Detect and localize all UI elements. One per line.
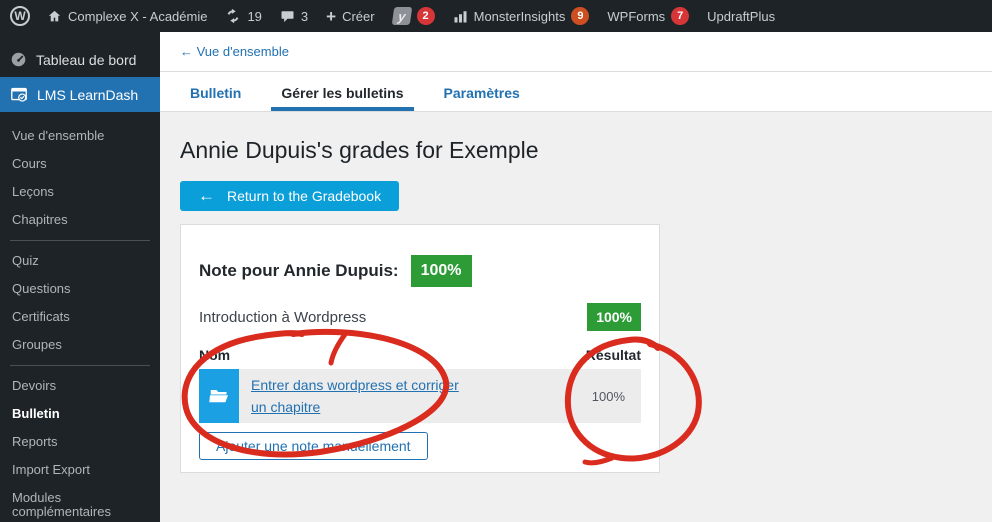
sidebar-item-lms-learndash[interactable]: LMS LearnDash [0, 77, 160, 112]
row-result-value: 100% [591, 388, 625, 404]
updraftplus-label: UpdraftPlus [707, 8, 776, 24]
overall-grade-row: Note pour Annie Dupuis: 100% [199, 255, 641, 287]
quiz-entry-link[interactable]: Entrer dans wordpress et corriger un cha… [251, 377, 459, 415]
result-column-header: Résultat [585, 347, 641, 363]
sidebar-item-groupes[interactable]: Groupes [12, 337, 62, 352]
bar-chart-icon [454, 10, 467, 22]
tab-bar: Bulletin Gérer les bulletins Paramètres [160, 72, 992, 112]
sidebar-item-certificats[interactable]: Certificats [12, 309, 70, 324]
monsterinsights-label: MonsterInsights [473, 8, 566, 24]
sidebar-item-bulletin[interactable]: Bulletin [12, 406, 60, 421]
learndash-icon [11, 87, 27, 102]
yoast-icon: y [391, 7, 412, 25]
tab-bulletin[interactable]: Bulletin [190, 85, 242, 101]
return-button-label: Return to the Gradebook [227, 187, 382, 204]
updates-menu[interactable]: 19 [216, 0, 270, 32]
plus-icon: + [326, 6, 337, 26]
main-area: ← Vue d'ensemble Bulletin Gérer les bull… [160, 32, 992, 522]
home-icon [48, 10, 61, 21]
wpforms-badge: 7 [671, 7, 690, 25]
comments-count: 3 [300, 8, 309, 24]
back-to-overview-link[interactable]: ← Vue d'ensemble [180, 44, 289, 59]
overview-back-bar: ← Vue d'ensemble [160, 32, 992, 72]
sidebar-item-label: Tableau de bord [36, 51, 137, 68]
left-arrow-icon: ← [198, 186, 215, 205]
sidebar-item-modules-complementaires[interactable]: Modules complémentaires [12, 490, 111, 519]
admin-sidebar: Tableau de bord LMS LearnDash Vue d'ense… [0, 32, 160, 522]
add-note-manually-button[interactable]: Ajouter une note manuellement [199, 432, 428, 460]
monsterinsights-badge: 9 [571, 7, 590, 25]
new-content-menu[interactable]: + Créer [317, 0, 383, 32]
content-area: Annie Dupuis's grades for Exemple ← Retu… [160, 112, 992, 498]
comment-icon [281, 10, 294, 22]
tab-parametres[interactable]: Paramètres [443, 85, 520, 101]
admin-bar: W Complexe X - Académie 19 3 + Créer y 2 [0, 0, 992, 32]
monsterinsights-menu[interactable]: MonsterInsights 9 [444, 0, 599, 32]
grade-label: Note pour Annie Dupuis: [199, 261, 399, 280]
updraftplus-menu[interactable]: UpdraftPlus [698, 0, 784, 32]
sidebar-item-devoirs[interactable]: Devoirs [12, 378, 57, 393]
sidebar-item-label: LMS LearnDash [37, 86, 139, 103]
course-grade-badge: 100% [587, 303, 641, 331]
overall-grade-badge: 100% [410, 255, 472, 287]
name-column-header: Nom [199, 347, 231, 363]
wpforms-label: WPForms [607, 8, 666, 24]
sidebar-item-lecons[interactable]: Leçons [12, 184, 54, 199]
sidebar-item-vue-densemble[interactable]: Vue d'ensemble [12, 128, 105, 143]
site-name-menu[interactable]: Complexe X - Académie [38, 0, 216, 32]
wpforms-menu[interactable]: WPForms 7 [598, 0, 698, 32]
sidebar-item-questions[interactable]: Questions [12, 281, 71, 296]
sidebar-item-chapitres[interactable]: Chapitres [12, 212, 68, 227]
course-name: Introduction à Wordpress [199, 308, 367, 326]
sidebar-item-cours[interactable]: Cours [12, 156, 47, 171]
dashboard-gauge-icon [11, 52, 26, 67]
sidebar-item-quiz[interactable]: Quiz [12, 253, 39, 268]
page-title: Annie Dupuis's grades for Exemple [180, 137, 539, 163]
table-row: Entrer dans wordpress et corriger un cha… [199, 369, 641, 423]
learndash-submenu: Vue d'ensemble Cours Leçons Chapitres Qu… [0, 112, 160, 522]
tab-gerer-les-bulletins[interactable]: Gérer les bulletins [271, 85, 414, 111]
sidebar-item-import-export[interactable]: Import Export [12, 462, 91, 477]
site-name-label: Complexe X - Académie [68, 8, 208, 24]
sidebar-item-reports[interactable]: Reports [12, 434, 58, 449]
yoast-menu[interactable]: y 2 [384, 0, 444, 32]
return-to-gradebook-button[interactable]: ← Return to the Gradebook [180, 181, 400, 211]
table-header-row: Nom Résultat [199, 347, 641, 363]
row-link-wrap: Entrer dans wordpress et corriger un cha… [239, 369, 551, 423]
sidebar-divider [10, 365, 150, 366]
updates-count: 19 [247, 8, 262, 24]
comments-menu[interactable]: 3 [271, 0, 317, 32]
yoast-notification-badge: 2 [416, 7, 435, 25]
course-row: Introduction à Wordpress 100% [199, 303, 641, 331]
gradebook-card: Note pour Annie Dupuis: 100% Introductio… [180, 224, 660, 473]
sidebar-item-dashboard[interactable]: Tableau de bord [0, 42, 160, 77]
wordpress-logo-icon[interactable]: W [10, 6, 30, 26]
folder-icon [199, 369, 239, 423]
new-content-label: Créer [342, 8, 375, 24]
sidebar-divider [10, 240, 150, 241]
update-icon [228, 8, 239, 24]
